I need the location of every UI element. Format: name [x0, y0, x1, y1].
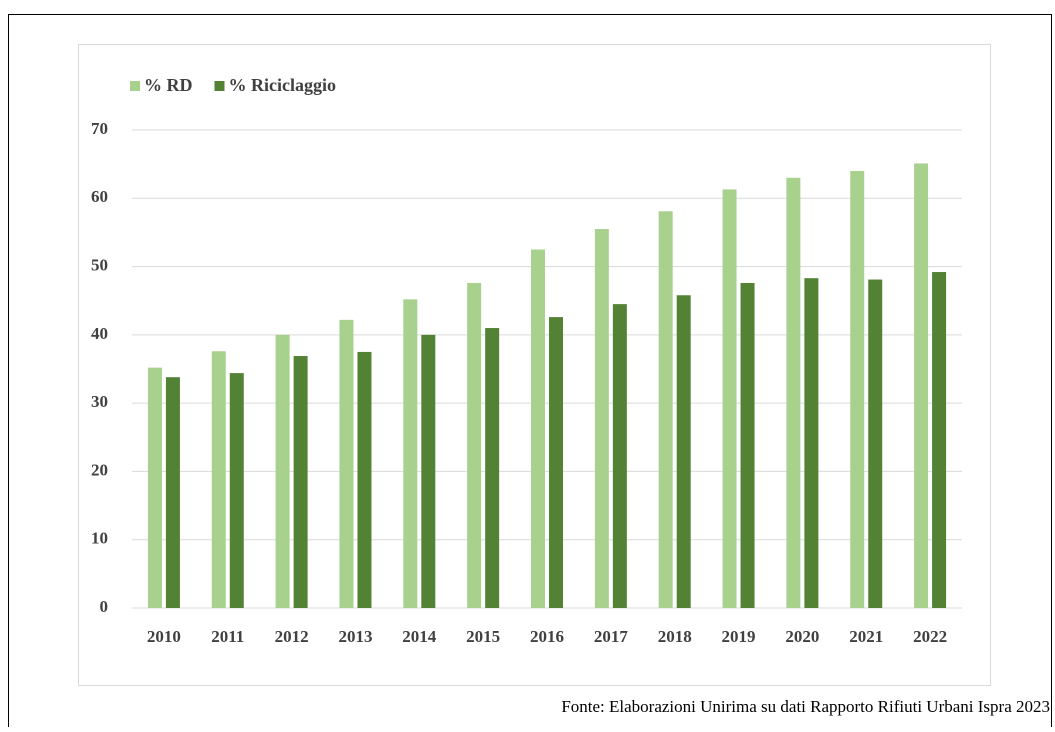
bar [357, 351, 372, 608]
bar [293, 356, 308, 608]
x-tick-label: 2014 [402, 627, 437, 646]
y-tick-label: 70 [91, 119, 108, 138]
bar [932, 272, 947, 608]
x-tick-label: 2012 [275, 627, 309, 646]
x-tick-label: 2018 [658, 627, 692, 646]
bar [914, 163, 929, 608]
bar [612, 304, 627, 608]
x-tick-label: 2016 [530, 627, 564, 646]
x-tick-label: 2017 [594, 627, 629, 646]
legend-swatch [214, 81, 225, 91]
bar [850, 170, 865, 608]
bar [658, 211, 673, 608]
bar [275, 334, 290, 608]
bar [211, 351, 226, 608]
bar [594, 229, 609, 608]
bar [165, 377, 180, 608]
bar [740, 282, 755, 608]
bar [229, 373, 244, 608]
x-tick-label: 2021 [849, 627, 883, 646]
bar [722, 189, 737, 608]
y-tick-label: 20 [91, 460, 108, 479]
x-tick-label: 2013 [338, 627, 372, 646]
source-note: Fonte: Elaborazioni Unirima su dati Rapp… [561, 697, 1050, 716]
bar [339, 319, 354, 608]
bar [467, 282, 482, 608]
y-tick-label: 50 [91, 255, 108, 274]
legend-label: % Riciclaggio [229, 75, 336, 95]
y-tick-label: 60 [91, 187, 108, 206]
bar [868, 279, 883, 608]
legend-swatch [130, 81, 140, 91]
bar [786, 177, 801, 609]
bar [549, 317, 563, 608]
bar [147, 367, 162, 608]
outer-frame [8, 14, 1052, 732]
x-tick-label: 2010 [147, 627, 181, 646]
x-tick-label: 2011 [211, 627, 244, 646]
y-tick-label: 30 [91, 392, 108, 411]
bar [804, 278, 819, 608]
bar [531, 249, 545, 608]
bar [403, 299, 418, 608]
x-tick-label: 2022 [913, 627, 947, 646]
y-tick-label: 40 [91, 324, 108, 343]
bar [676, 295, 691, 608]
x-tick-label: 2019 [722, 627, 756, 646]
y-tick-label: 0 [100, 597, 109, 616]
legend-label: % RD [144, 75, 193, 95]
bar [421, 334, 436, 608]
x-tick-label: 2015 [466, 627, 500, 646]
x-tick-label: 2020 [785, 627, 819, 646]
bar [485, 328, 500, 608]
y-tick-label: 10 [91, 529, 108, 548]
